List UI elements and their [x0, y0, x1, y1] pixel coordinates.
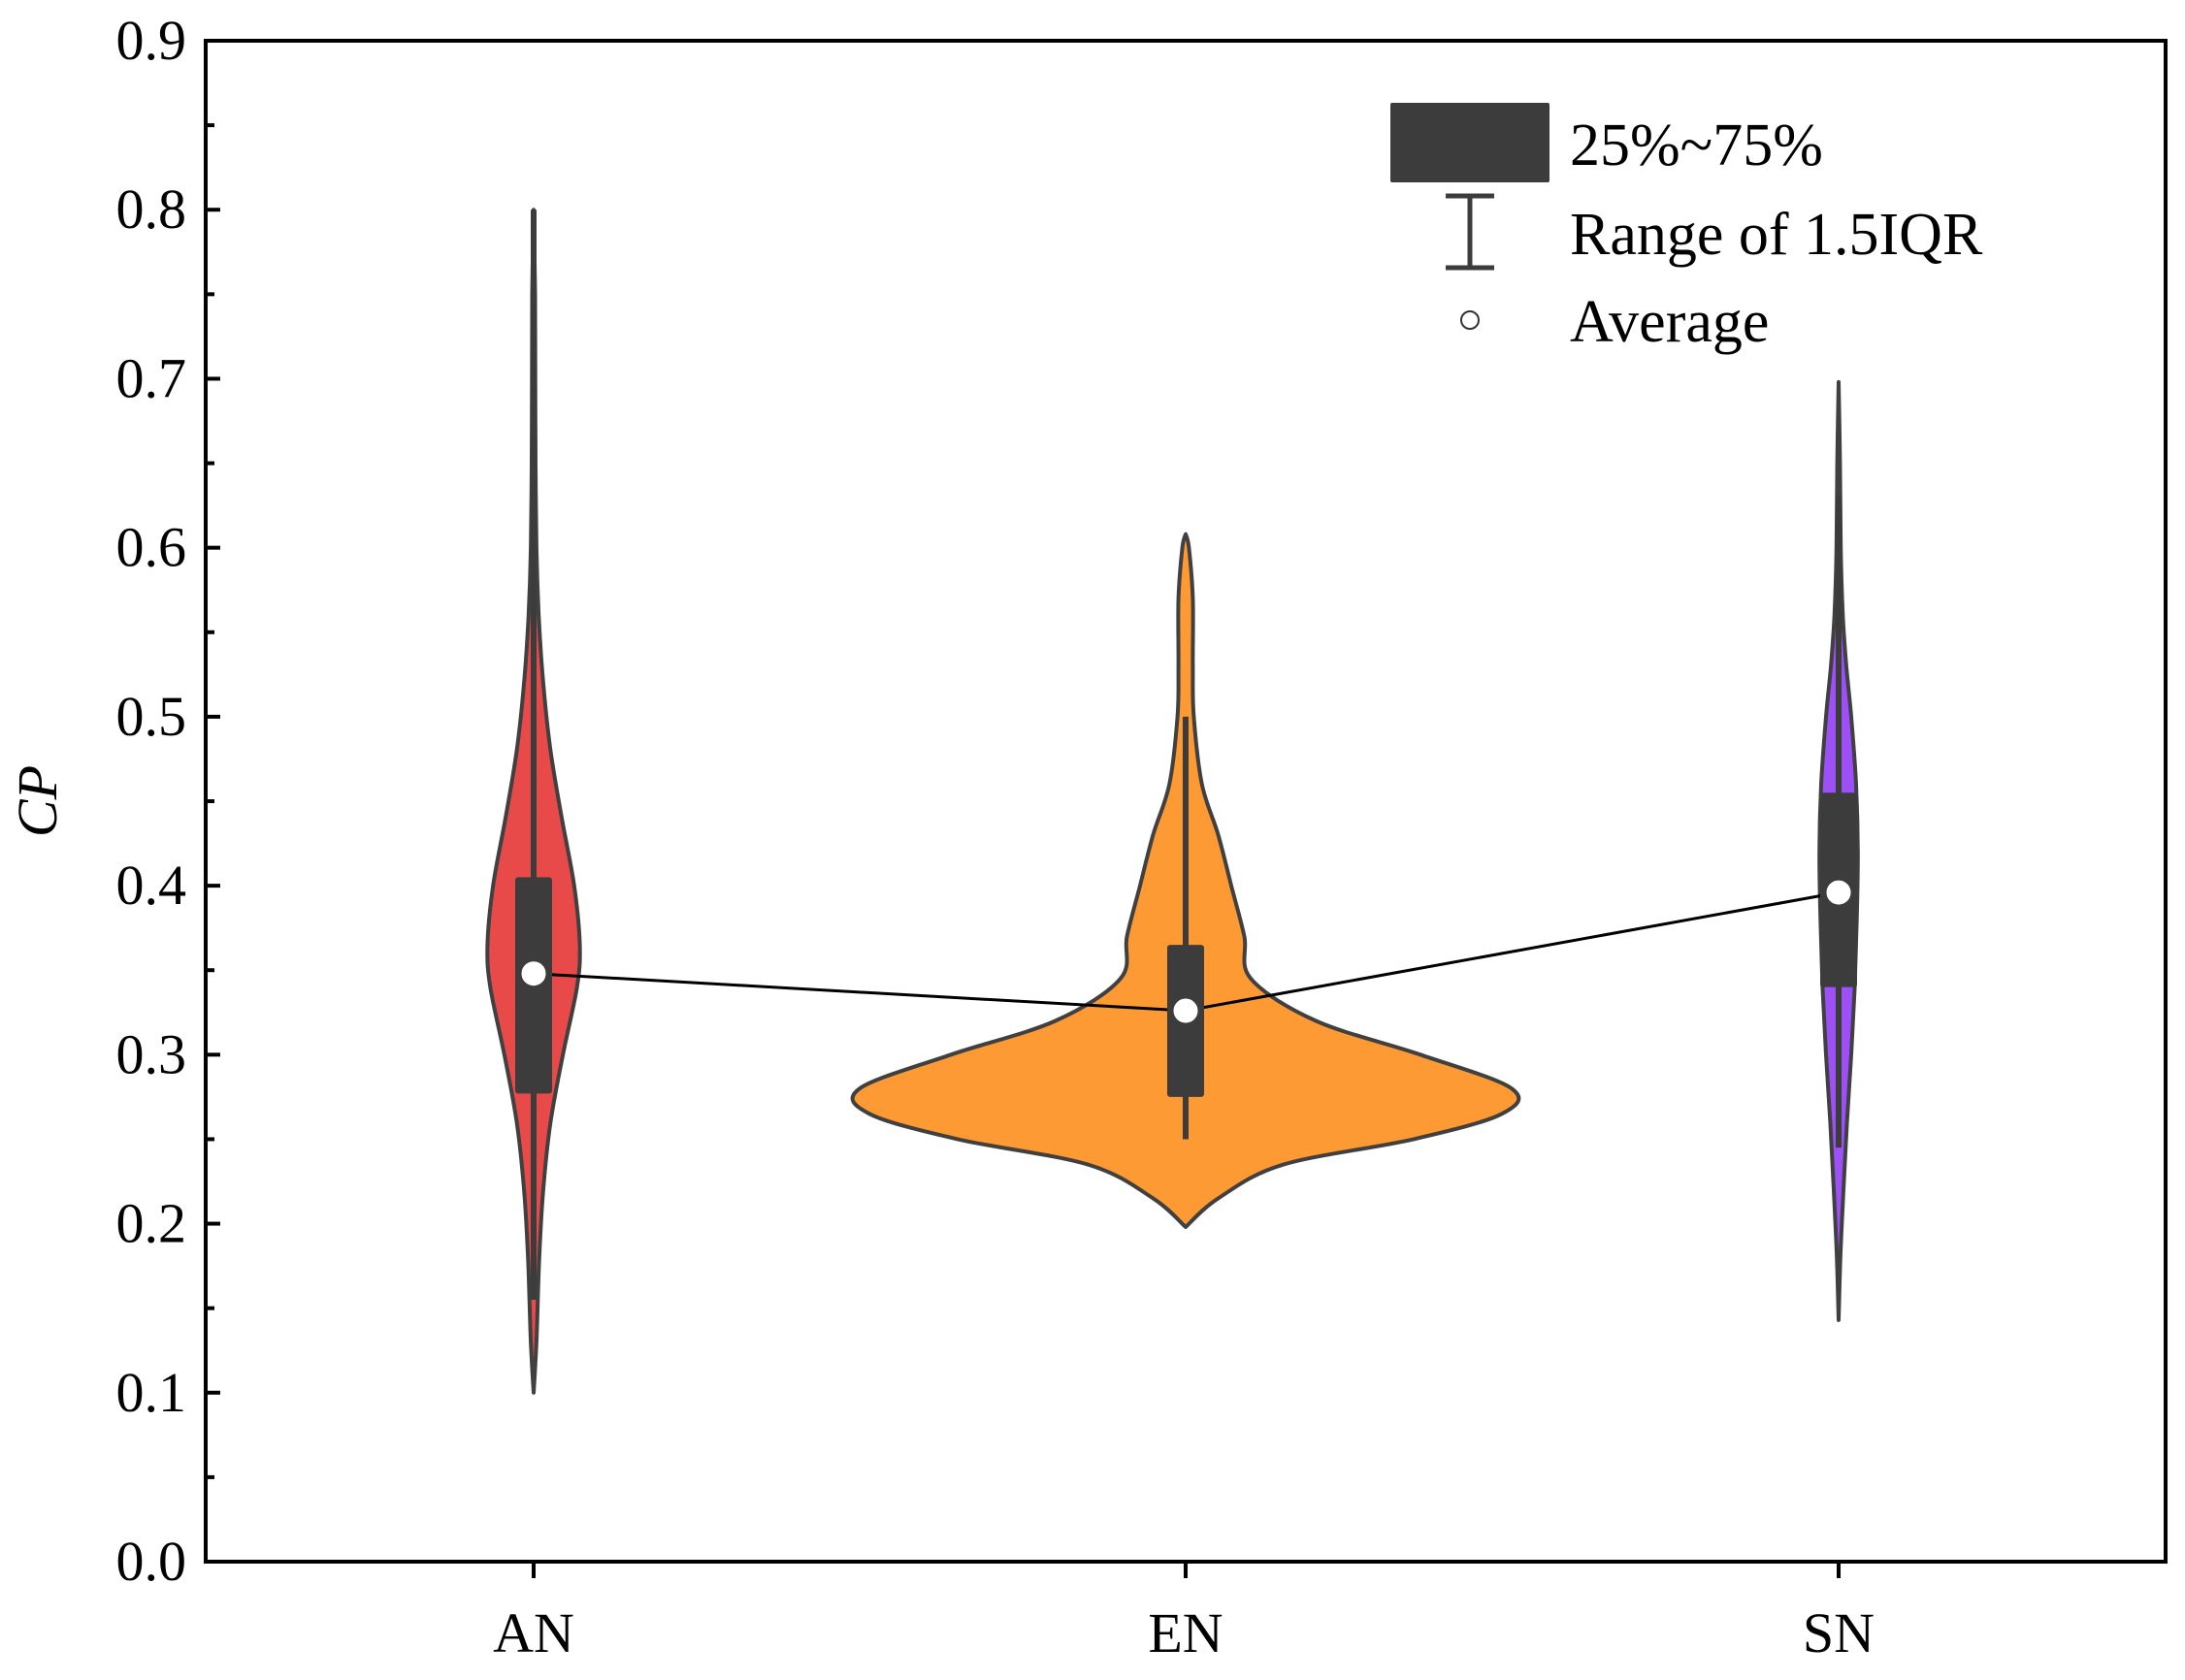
y-tick-label: 0.5: [116, 685, 187, 748]
y-tick-label: 0.1: [116, 1361, 187, 1424]
y-tick-label: 0.8: [116, 178, 187, 241]
violins-layer: [485, 208, 1860, 1395]
legend-mean-marker: [1460, 310, 1480, 330]
mean-marker-an: [521, 961, 546, 986]
y-tick-label: 0.3: [116, 1022, 187, 1085]
y-tick-label: 0.9: [116, 9, 187, 72]
y-tick-label: 0.2: [116, 1192, 187, 1255]
y-tick-label: 0.4: [116, 854, 187, 917]
x-tick-label-sn: SN: [1803, 1601, 1875, 1664]
legend-label-box: 25%~75%: [1570, 113, 1823, 178]
axes-layer: 0.0 0.1 0.2 0.3 0.4 0.5 0.6 0.7 0.8 0.9 AN EN SN CP: [6, 9, 2168, 1664]
boxes-layer: [515, 210, 1857, 1300]
legend-label-whisker: Range of 1.5IQR: [1570, 202, 1983, 268]
y-tick-label: 0.6: [116, 516, 187, 579]
mean-marker-sn: [1826, 880, 1851, 905]
y-tick-label: 0.0: [116, 1530, 187, 1593]
legend-box-swatch: [1390, 103, 1549, 182]
legend-label-mean: Average: [1570, 289, 1769, 355]
x-tick-label-en: EN: [1148, 1601, 1223, 1664]
y-axis-title: CP: [6, 765, 69, 837]
y-tick-label: 0.7: [116, 346, 187, 409]
x-tick-label-an: AN: [493, 1601, 574, 1664]
legend: 25%~75% Range of 1.5IQR Average: [1390, 103, 1983, 355]
mean-marker-en: [1173, 998, 1198, 1023]
